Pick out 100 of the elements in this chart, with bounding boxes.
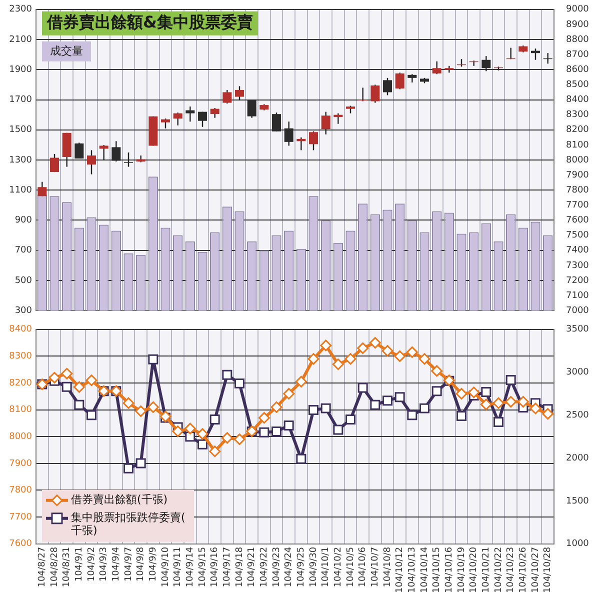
x-tick-label: 104/10/15 <box>432 546 442 594</box>
point <box>431 365 443 377</box>
x-tick-label: 104/9/7 <box>124 546 134 582</box>
point <box>283 388 295 400</box>
y2-tick-label: 7800 <box>566 185 590 196</box>
y2-tick-label: 2000 <box>566 453 590 464</box>
y-tick-label: 1300 <box>9 155 32 166</box>
y2-tick-label: 1500 <box>566 496 590 506</box>
y-tick-label: 7900 <box>9 458 32 469</box>
x-tick-label: 104/9/4 <box>112 546 122 582</box>
x-tick-label: 104/9/10 <box>160 546 171 588</box>
point <box>185 432 196 442</box>
y2-tick-label: 9000 <box>566 4 590 15</box>
point <box>258 412 270 424</box>
point <box>86 374 98 386</box>
point <box>308 405 318 416</box>
y-tick-label: 8200 <box>9 378 32 388</box>
candlestick <box>222 89 232 104</box>
x-tick-label: 104/9/18 <box>234 546 245 588</box>
x-tick-label: 104/9/22 <box>260 546 270 588</box>
point <box>344 353 356 365</box>
x-tick-label: 104/10/8 <box>382 546 393 588</box>
point <box>196 428 208 440</box>
x-tick-label: 104/10/2 <box>334 546 344 588</box>
legend-label: 借券賣出餘額(千張) <box>71 493 168 506</box>
x-tick-label: 104/10/26 <box>518 546 529 594</box>
point <box>492 397 504 409</box>
point <box>530 402 542 414</box>
point <box>234 378 244 388</box>
x-tick-label: 104/10/23 <box>506 546 516 594</box>
y2-tick-label: 8200 <box>566 125 590 136</box>
point <box>505 396 517 408</box>
y-tick-label: 7700 <box>9 512 32 522</box>
x-tick-label: 104/8/31 <box>62 546 72 588</box>
y2-tick-label: 3500 <box>566 324 590 335</box>
point <box>221 432 233 444</box>
y-tick-label: 7600 <box>9 539 32 550</box>
candlestick <box>161 118 170 129</box>
x-tick-label: 104/9/24 <box>284 546 294 588</box>
point <box>432 386 442 396</box>
x-tick-label: 104/10/22 <box>494 546 504 594</box>
y2-tick-label: 2500 <box>566 410 590 421</box>
x-tick-label: 104/10/28 <box>543 546 554 594</box>
x-tick-label: 104/10/21 <box>482 546 492 594</box>
candlestick <box>87 150 96 175</box>
x-tick-label: 104/10/27 <box>530 546 541 594</box>
candlestick <box>186 106 195 122</box>
y2-tick-label: 7100 <box>566 290 590 301</box>
x-tick-label: 104/10/20 <box>469 546 480 594</box>
y-tick-label: 700 <box>14 246 32 256</box>
y2-tick-label: 8800 <box>566 34 590 45</box>
y2-tick-label: 7400 <box>566 246 590 256</box>
point <box>346 414 356 424</box>
legend-label: 集中股票扣張跌停委賣(千張) <box>71 511 186 538</box>
point <box>357 342 369 354</box>
x-tick-label: 104/10/14 <box>420 546 430 594</box>
point <box>184 422 196 434</box>
point <box>456 388 468 400</box>
y2-tick-label: 8400 <box>566 95 590 106</box>
x-tick-label: 104/10/13 <box>408 546 418 594</box>
candlestick <box>383 77 392 96</box>
y-tick-label: 7800 <box>9 486 32 496</box>
candlestick <box>99 144 108 161</box>
x-tick-label: 104/10/7 <box>370 546 381 588</box>
y-tick-label: 1700 <box>9 95 32 106</box>
candlestick <box>432 60 442 75</box>
candlestick <box>370 84 380 104</box>
y-tick-label: 8000 <box>9 432 32 442</box>
point <box>198 439 208 450</box>
candlestick <box>444 65 454 74</box>
candlestick <box>38 181 47 197</box>
point <box>370 400 380 410</box>
y2-tick-label: 7500 <box>566 230 590 241</box>
x-tick-label: 104/9/25 <box>296 546 307 588</box>
point <box>136 458 146 468</box>
point <box>61 368 73 380</box>
point <box>210 414 220 424</box>
y2-tick-label: 3000 <box>566 368 590 378</box>
point <box>320 340 332 352</box>
point <box>517 396 529 408</box>
point <box>148 354 158 364</box>
y2-tick-label: 8100 <box>566 140 590 150</box>
point <box>124 463 134 474</box>
y2-tick-label: 7600 <box>566 216 590 226</box>
y2-tick-label: 8600 <box>566 64 590 75</box>
point <box>295 376 307 388</box>
candlestick <box>235 86 244 102</box>
point <box>494 417 504 428</box>
y2-tick-label: 8300 <box>566 110 590 120</box>
x-tick-label: 104/9/8 <box>136 546 146 582</box>
y2-tick-label: 7000 <box>566 306 590 316</box>
point <box>234 434 246 446</box>
y-tick-label: 2300 <box>9 4 32 15</box>
y2-tick-label: 7900 <box>566 170 590 180</box>
x-tick-label: 104/10/5 <box>346 546 356 588</box>
text: 成交量 <box>50 44 83 58</box>
y-tick-label: 1900 <box>9 64 32 75</box>
x-tick-label: 104/8/28 <box>50 546 60 588</box>
candlestick <box>173 112 182 126</box>
y-tick-label: 1500 <box>9 125 32 136</box>
